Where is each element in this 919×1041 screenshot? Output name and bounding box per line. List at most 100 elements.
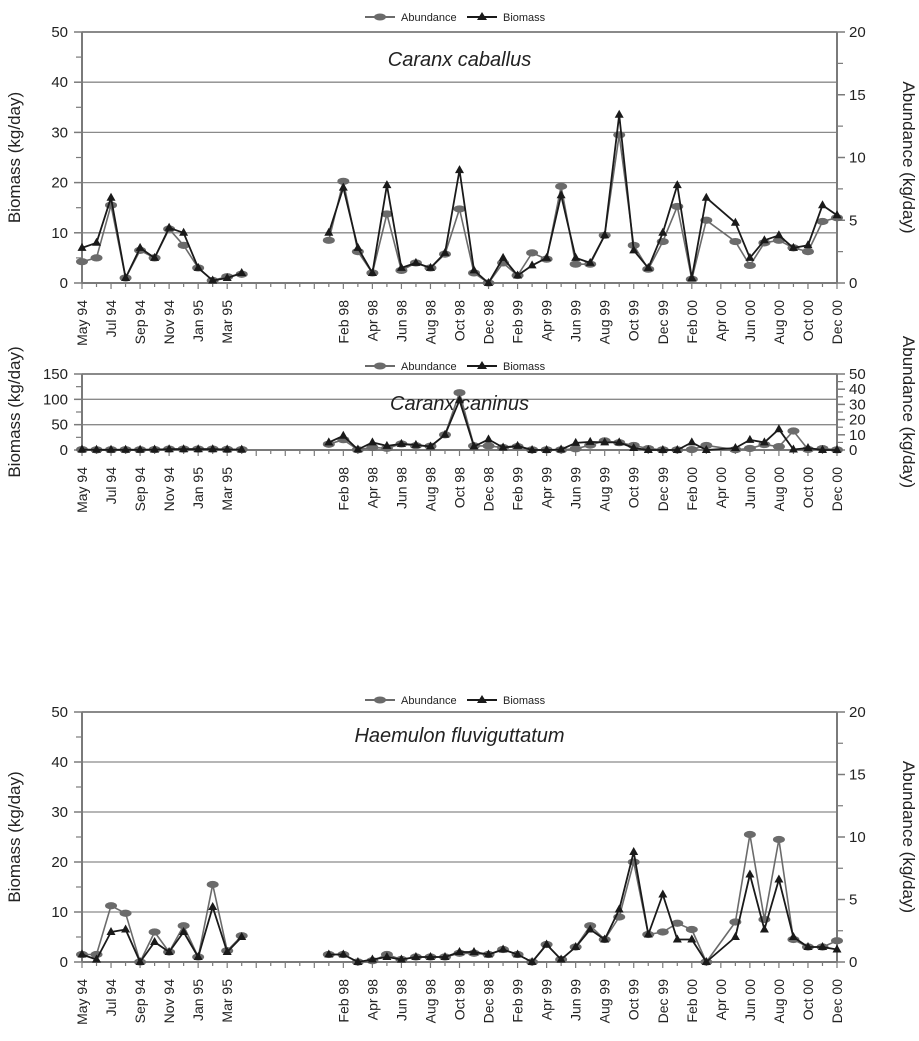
x-tick-label: Oct 99: [626, 467, 642, 508]
legend: Abundance Biomass: [365, 695, 546, 707]
series-abundance: [76, 131, 843, 287]
legend-abundance-label: Abundance: [401, 695, 457, 707]
right-tick-label: 0: [849, 954, 857, 971]
chart-title: Caranx caninus: [390, 393, 529, 415]
biomass-point: [484, 278, 493, 286]
x-tick-label: Jul 94: [103, 979, 119, 1017]
biomass-point: [396, 262, 406, 271]
biomass-point: [527, 260, 537, 269]
abundance-point: [801, 248, 814, 256]
legend-biomass-marker: [477, 12, 487, 20]
abundance-point: [148, 928, 161, 936]
x-tick-label: Jun 98: [393, 467, 409, 509]
biomass-point: [222, 273, 232, 281]
biomass-point: [353, 957, 363, 965]
biomass-point: [193, 952, 203, 960]
abundance-point: [787, 427, 800, 435]
biomass-point: [701, 957, 711, 965]
abundance-point: [322, 236, 335, 244]
biomass-line: [327, 113, 838, 284]
biomass-point: [237, 932, 247, 940]
abundance-point: [627, 858, 640, 866]
abundance-point: [76, 258, 88, 266]
biomass-point: [614, 109, 624, 118]
right-tick-label: 10: [849, 829, 866, 846]
x-tick-label: May 94: [74, 467, 90, 513]
biomass-point: [498, 442, 508, 451]
biomass-point: [774, 874, 784, 883]
biomass-point: [542, 939, 552, 948]
biomass-point: [600, 437, 610, 446]
right-tick-label: 15: [849, 87, 866, 104]
x-tick-label: Dec 98: [481, 467, 497, 512]
abundance-point: [772, 443, 785, 451]
biomass-point: [106, 927, 116, 935]
legend: Abundance Biomass: [365, 12, 546, 24]
x-tick-label: Jun 98: [393, 979, 409, 1021]
biomass-point: [77, 444, 87, 453]
biomass-point: [643, 929, 653, 938]
x-tick-label: Jun 99: [568, 979, 584, 1021]
left-tick-label: 0: [60, 275, 68, 292]
biomass-point: [164, 444, 174, 453]
x-tick-label: Dec 00: [829, 467, 845, 512]
x-tick-label: Oct 99: [626, 979, 642, 1020]
x-tick-label: Aug 98: [422, 300, 438, 345]
biomass-point: [759, 235, 769, 244]
biomass-point: [527, 445, 537, 453]
biomass-point: [440, 429, 450, 438]
biomass-point: [629, 847, 639, 855]
biomass-point: [135, 957, 145, 965]
biomass-point: [92, 444, 101, 453]
biomass-point: [730, 217, 740, 226]
left-axis-label: Biomass (kg/day): [5, 771, 24, 902]
biomass-line: [81, 906, 243, 963]
gridlines: [82, 711, 837, 913]
biomass-point: [208, 902, 218, 910]
x-tick-label: Dec 98: [481, 979, 497, 1024]
legend-biomass-marker: [477, 361, 487, 369]
legend-biomass-marker: [477, 695, 487, 703]
abundance-point: [526, 249, 539, 257]
biomass-point: [135, 242, 145, 251]
abundance-point: [380, 210, 393, 218]
right-tick-label: 5: [849, 892, 857, 909]
biomass-point: [338, 182, 348, 191]
chart-title: Haemulon fluviguttatum: [354, 725, 564, 747]
biomass-point: [237, 268, 247, 276]
biomass-point: [179, 227, 189, 236]
biomass-point: [208, 444, 218, 453]
biomass-point: [629, 443, 639, 451]
x-tick-label: Aug 99: [597, 300, 613, 345]
biomass-point: [600, 230, 610, 239]
biomass-point: [803, 942, 813, 950]
biomass-line: [81, 448, 242, 451]
biomass-point: [571, 252, 581, 261]
biomass-point: [411, 257, 421, 266]
biomass-point: [164, 222, 174, 231]
biomass-point: [585, 257, 595, 266]
biomass-point: [77, 949, 87, 958]
biomass-point: [658, 445, 668, 453]
biomass-point: [658, 889, 668, 898]
abundance-point: [831, 937, 843, 945]
abundance-point: [90, 254, 103, 262]
x-tick-label: Dec 00: [829, 300, 845, 345]
biomass-point: [498, 252, 508, 261]
biomass-line: [81, 196, 242, 282]
x-tick-label: Oct 00: [800, 979, 816, 1020]
biomass-point: [600, 934, 610, 943]
biomass-point: [367, 268, 377, 276]
x-tick-label: Aug 00: [771, 979, 787, 1024]
biomass-line: [328, 851, 838, 963]
x-tick-label: Nov 94: [161, 979, 177, 1024]
biomass-point: [121, 444, 131, 453]
abundance-line: [82, 883, 243, 963]
left-tick-label: 150: [43, 366, 68, 383]
left-tick-label: 10: [51, 225, 68, 242]
gridlines: [82, 31, 837, 234]
left-tick-label: 20: [51, 854, 68, 871]
abundance-point: [177, 241, 190, 249]
legend-biomass-label: Biomass: [503, 695, 546, 707]
x-tick-label: Dec 00: [829, 979, 845, 1024]
